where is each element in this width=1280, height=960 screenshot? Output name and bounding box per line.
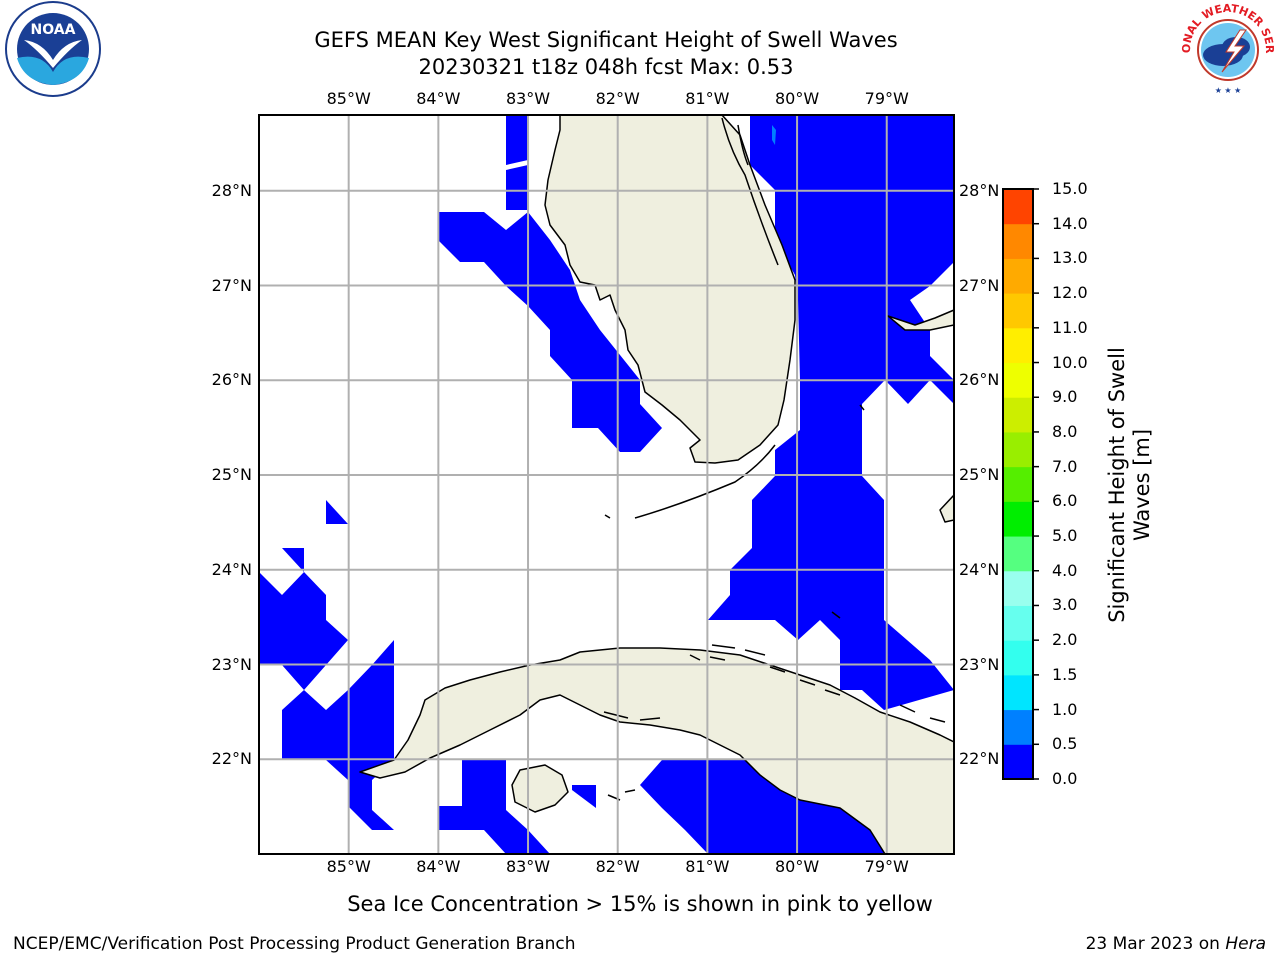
lon-tick-label-bottom: 84°W [416,857,461,876]
colorbar-tick-label: 11.0 [1052,317,1088,337]
colorbar-tick-label: 13.0 [1052,248,1088,268]
colorbar-tick-label: 1.5 [1052,664,1078,684]
colorbar-tick-label: 15.0 [1052,179,1088,198]
lat-tick-label-right: 23°N [959,654,1000,674]
colorbar-tick-label: 2.0 [1052,630,1078,650]
gridlines [259,115,954,854]
lat-tick-label-right: 22°N [959,749,1000,769]
colorbar-tick-label: 14.0 [1052,213,1088,233]
colorbar-tick-label: 4.0 [1052,560,1078,580]
lon-tick-label-top: 85°W [326,89,371,108]
isla-de-la-juventud [511,764,569,813]
land [359,115,954,854]
colorbar-tick-label: 12.0 [1052,283,1088,303]
svg-text:NOAA: NOAA [31,22,76,38]
lon-tick-label-bottom: 79°W [864,857,909,876]
lat-tick-label-left: 26°N [211,370,252,390]
colorbar-tick-label: 3.0 [1052,595,1078,615]
noaa-logo: NOAA [2,0,104,98]
map-subtitle: 20230321 t18z 048h fcst Max: 0.53 [418,55,794,79]
colorbar-tick-label: 8.0 [1052,421,1078,441]
colorbar-tick-label: 0.0 [1052,769,1078,788]
lon-tick-label-top: 79°W [864,89,909,108]
colorbar-tick-label: 6.0 [1052,491,1078,511]
lon-tick-label-bottom: 83°W [505,857,551,876]
sea-ice-note: Sea Ice Concentration > 15% is shown in … [347,892,933,916]
colorbar-tick-label: 10.0 [1052,352,1088,372]
coastline-details [603,117,946,801]
lat-tick-label-left: 27°N [211,275,252,295]
colorbar-title: Significant Height of Swell Waves [m] [1105,347,1154,623]
lon-tick-label-bottom: 82°W [595,857,640,876]
lat-tick-label-right: 27°N [959,275,1000,295]
lat-tick-label-right: 26°N [959,370,1000,390]
cuba [359,647,954,854]
grand-bahama [887,309,954,331]
lon-tick-label-top: 80°W [774,89,820,108]
svg-text:★ ★ ★: ★ ★ ★ [1215,86,1242,95]
lon-tick-label-bottom: 81°W [685,857,730,876]
colorbar-tick-label: 9.0 [1052,387,1078,407]
lat-tick-label-right: 28°N [959,180,1000,200]
lon-tick-label-top: 82°W [595,89,640,108]
lon-tick-label-top: 84°W [416,89,461,108]
colorbar-tick-label: 1.0 [1052,699,1078,719]
colorbar-tick-label: 0.5 [1052,734,1078,754]
lat-tick-label-left: 25°N [211,465,252,485]
lat-tick-label-left: 24°N [211,559,252,579]
lat-tick-label-left: 23°N [211,654,252,674]
colorbar-tick-label: 5.0 [1052,526,1078,546]
map-title: GEFS MEAN Key West Significant Height of… [314,28,898,52]
florida-peninsula [544,115,796,464]
colorbar-tick-label: 7.0 [1052,456,1078,476]
lon-tick-label-bottom: 80°W [774,857,820,876]
lon-tick-label-bottom: 85°W [326,857,371,876]
nws-logo: NATIONAL WEATHER SERVICE ★ ★ ★ [1173,0,1278,100]
credit-host: Hera [1225,934,1266,954]
map-frame [258,114,955,855]
credit-date: 23 Mar 2023 on Hera [1085,934,1266,954]
lat-tick-label-left: 22°N [211,749,252,769]
bahamas-andros [939,494,954,523]
lat-tick-label-right: 25°N [959,465,1000,485]
lon-tick-label-top: 81°W [685,89,730,108]
swell-field [259,115,954,854]
lon-tick-label-top: 83°W [505,89,551,108]
lat-tick-label-left: 28°N [211,180,252,200]
credit-branch: NCEP/EMC/Verification Post Processing Pr… [13,934,576,954]
lat-tick-label-right: 24°N [959,559,1000,579]
